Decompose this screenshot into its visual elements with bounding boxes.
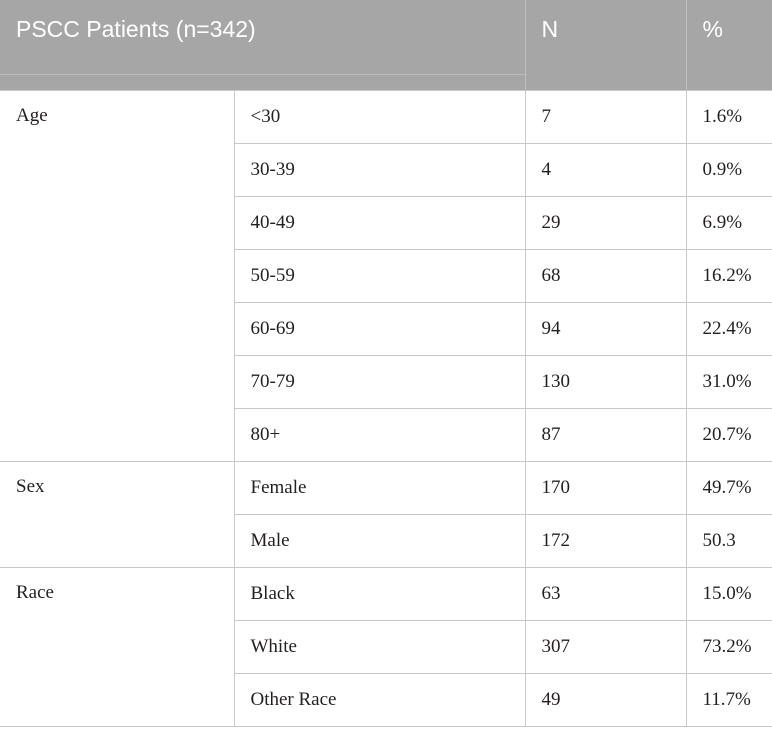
- category-cell: Other Race: [233, 672, 526, 727]
- category-cell: Black: [233, 566, 526, 621]
- table-title: PSCC Patients (n=342): [0, 0, 526, 90]
- header-row: PSCC Patients (n=342) N %: [0, 0, 772, 90]
- category-cell: White: [233, 619, 526, 674]
- percent-cell: 49.7%: [685, 460, 772, 515]
- group-label: Age: [0, 89, 235, 462]
- table-row: Male 172 50.3: [0, 513, 772, 568]
- table-body: Age <30 7 1.6% 30-39 4 0.9% 40-49 29 6.9% 50-59 68 1…: [0, 89, 772, 727]
- percent-cell: 6.9%: [685, 195, 772, 250]
- count-cell: 130: [524, 354, 687, 409]
- count-cell: 68: [524, 248, 687, 303]
- percent-cell: 1.6%: [685, 89, 772, 144]
- percent-cell: 22.4%: [685, 301, 772, 356]
- group-label: Race: [0, 566, 235, 727]
- percent-cell: 0.9%: [685, 142, 772, 197]
- percent-cell: 31.0%: [685, 354, 772, 409]
- count-cell: 87: [524, 407, 687, 462]
- percent-cell: 11.7%: [685, 672, 772, 727]
- category-cell: 80+: [233, 407, 526, 462]
- category-cell: 70-79: [233, 354, 526, 409]
- category-cell: 30-39: [233, 142, 526, 197]
- percent-cell: 73.2%: [685, 619, 772, 674]
- percent-column-header: %: [685, 0, 772, 90]
- table-row: 80+ 87 20.7%: [0, 407, 772, 462]
- category-cell: 60-69: [233, 301, 526, 356]
- table-row: Age <30 7 1.6%: [0, 89, 772, 462]
- n-column-header: N: [524, 0, 687, 90]
- table-row: Other Race 49 11.7%: [0, 672, 772, 727]
- category-cell: Female: [233, 460, 526, 515]
- count-cell: 170: [524, 460, 687, 515]
- count-cell: 7: [524, 89, 687, 144]
- count-cell: 29: [524, 195, 687, 250]
- category-cell: 50-59: [233, 248, 526, 303]
- category-cell: Male: [233, 513, 526, 568]
- count-cell: 4: [524, 142, 687, 197]
- count-cell: 94: [524, 301, 687, 356]
- table-row: Sex Female 170 49.7%: [0, 460, 772, 568]
- percent-cell: 16.2%: [685, 248, 772, 303]
- count-cell: 49: [524, 672, 687, 727]
- percent-cell: 20.7%: [685, 407, 772, 462]
- count-cell: 172: [524, 513, 687, 568]
- percent-cell: 50.3: [685, 513, 772, 568]
- category-cell: <30: [233, 89, 526, 144]
- table-row: 60-69 94 22.4%: [0, 301, 772, 356]
- percent-cell: 15.0%: [685, 566, 772, 621]
- count-cell: 63: [524, 566, 687, 621]
- table-row: 40-49 29 6.9%: [0, 195, 772, 250]
- count-cell: 307: [524, 619, 687, 674]
- table-header: PSCC Patients (n=342) N %: [0, 0, 772, 90]
- table-row: Race Black 63 15.0%: [0, 566, 772, 727]
- group-label: Sex: [0, 460, 235, 568]
- category-cell: 40-49: [233, 195, 526, 250]
